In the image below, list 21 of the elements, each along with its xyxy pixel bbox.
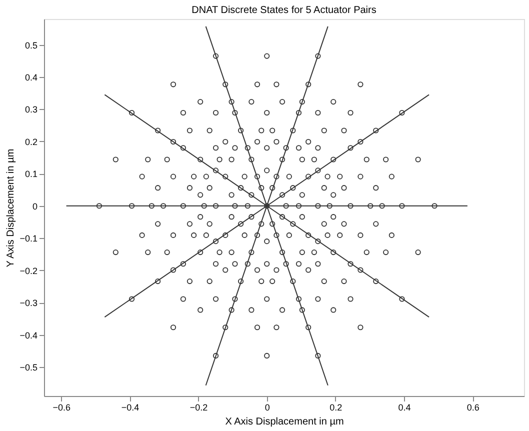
chart-title: DNAT Discrete States for 5 Actuator Pairs	[192, 5, 376, 16]
x-tick-label: 0.4	[398, 402, 411, 412]
y-tick-label: 0.1	[24, 169, 38, 180]
x-tick-label: 0.2	[330, 402, 342, 412]
y-tick-label: 0.4	[24, 72, 38, 82]
y-tick-label: −0.4	[20, 330, 38, 340]
x-axis-title: X Axis Displacement in µm	[225, 416, 344, 428]
y-tick-label: −0.2	[20, 266, 38, 276]
y-tick-label: 0.5	[24, 40, 38, 50]
y-tick-label: 0.3	[24, 104, 38, 115]
x-tick-label: −0.6	[52, 402, 71, 412]
x-tick-label: −0.2	[190, 402, 208, 412]
x-tick-label: −0.4	[121, 402, 140, 412]
y-tick-label: −0.3	[20, 298, 38, 308]
y-tick-label: 0	[32, 201, 38, 212]
y-tick-label: 0.2	[24, 136, 38, 147]
y-axis-title: Y Axis Displacement in µm	[6, 148, 17, 268]
x-tick-label: 0	[264, 402, 270, 412]
x-tick-label: 0.6	[466, 402, 480, 412]
y-tick-label: −0.1	[20, 234, 38, 244]
y-tick-label: −0.5	[20, 362, 38, 372]
